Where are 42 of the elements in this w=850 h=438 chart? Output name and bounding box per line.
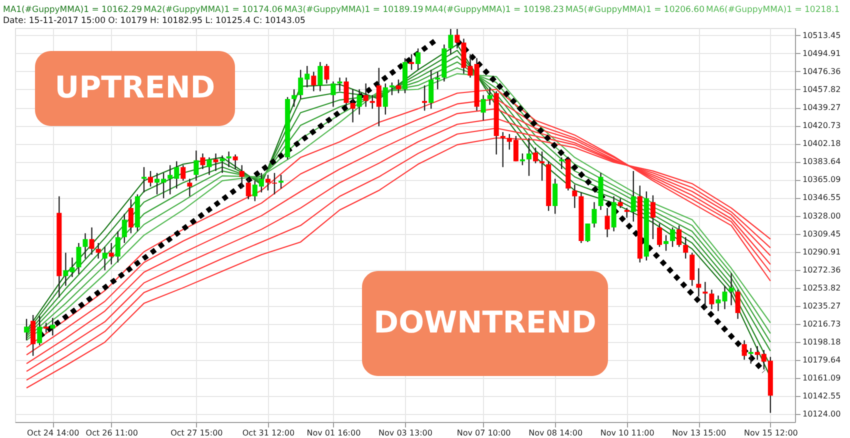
y-tick-label: 10161.09 <box>802 374 841 383</box>
y-tick-label: 10476.36 <box>802 66 841 76</box>
y-tick-label: 10494.91 <box>802 48 841 58</box>
y-tick-label: 10513.45 <box>802 30 841 40</box>
y-tick-label: 10216.73 <box>802 320 841 329</box>
annotation: UPTREND <box>54 70 216 106</box>
text: MA2(#GuppyMMA)1 = 10174.06 <box>144 5 283 15</box>
y-tick-label: 10124.00 <box>802 410 841 419</box>
text: Date: 15-11-2017 15:00 O: 10179 H: 10182.95 L: 10125.4 C: 10143.05 <box>3 16 306 26</box>
x-tick-label: Nov 07 10:00 <box>456 428 511 438</box>
text: MA4(#GuppyMMA)1 = 10198.23 <box>424 5 564 15</box>
y-tick-label: 10346.55 <box>802 193 841 202</box>
x-tick-label: Nov 08 14:00 <box>528 428 583 438</box>
x-tick-label: Oct 26 11:00 <box>86 428 138 438</box>
y-tick-label: 10365.09 <box>802 175 841 184</box>
text: MA1(#GuppyMMA)1 = 10162.29 <box>3 5 142 15</box>
y-tick-label: 10457.82 <box>802 84 841 94</box>
y-tick-label: 10439.27 <box>802 103 841 112</box>
text: MA6(#GuppyMMA)1 = 10218.1 <box>706 5 840 15</box>
y-tick-label: 10420.73 <box>802 121 841 130</box>
y-tick-label: 10309.45 <box>802 229 841 238</box>
y-tick-label: 10235.27 <box>802 301 841 310</box>
x-tick-label: Nov 15 12:00 <box>744 428 798 438</box>
annotation: DOWNTREND <box>374 306 596 340</box>
x-tick-label: Oct 27 15:00 <box>170 428 223 438</box>
y-tick-label: 10402.18 <box>802 139 841 148</box>
text: MA3(#GuppyMMA)1 = 10189.19 <box>284 5 424 15</box>
y-tick-label: 10179.64 <box>802 356 841 365</box>
y-tick-label: 10272.36 <box>802 265 841 274</box>
y-tick-label: 10290.91 <box>802 247 841 256</box>
x-tick-label: Oct 31 12:00 <box>242 428 295 438</box>
y-tick-label: 10198.18 <box>802 338 841 347</box>
x-tick-label: Nov 10 11:00 <box>600 428 654 438</box>
y-tick-label: 10383.64 <box>802 157 841 166</box>
text: MA5(#GuppyMMA)1 = 10206.60 <box>565 5 704 15</box>
x-tick-label: Nov 03 13:00 <box>378 428 432 438</box>
x-tick-label: Nov 01 16:00 <box>306 428 361 438</box>
x-tick-label: Nov 13 15:00 <box>672 428 726 438</box>
x-tick-label: Oct 24 14:00 <box>27 428 80 438</box>
y-tick-label: 10328.00 <box>802 211 841 220</box>
y-tick-label: 10142.55 <box>802 392 841 401</box>
y-tick-label: 10253.82 <box>802 283 841 292</box>
